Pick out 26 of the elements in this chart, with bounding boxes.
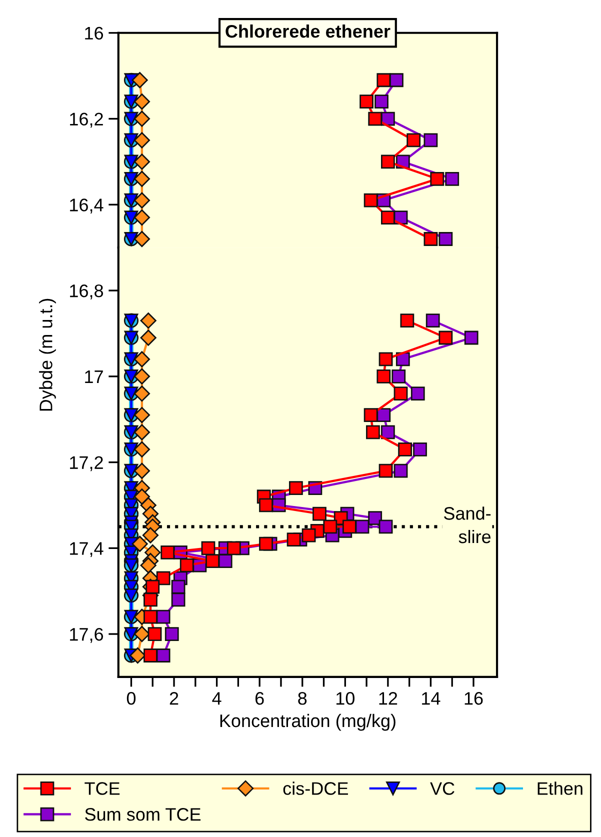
y-tick-label: 16,8: [70, 284, 104, 300]
legend-label: cis-DCE: [283, 782, 348, 795]
x-tick-label: 10: [336, 692, 354, 705]
y-axis-title: Dybde (m u.t.): [39, 298, 56, 411]
legend-label: VC: [430, 782, 454, 795]
legend-label: TCE: [84, 782, 120, 795]
legend-label: Ethen: [538, 782, 582, 795]
x-tick-label: 4: [212, 692, 222, 705]
y-tick-label: 17,6: [70, 628, 104, 643]
x-tick-label: 14: [422, 692, 440, 705]
x-tick-label: 2: [170, 692, 178, 705]
chart-title: Chlorerede ethener: [226, 24, 390, 38]
y-tick-label: 17,2: [70, 456, 103, 472]
x-axis-title: Koncentration (mg/kg): [220, 714, 396, 731]
ref-line-label: Sand- slire: [444, 506, 491, 544]
y-tick-label: 17,4: [70, 542, 104, 558]
x-tick-label: 0: [126, 692, 136, 705]
x-tick-label: 16: [464, 692, 483, 705]
x-tick-label: 12: [379, 692, 398, 705]
legend-label: Sum som TCE: [85, 808, 201, 821]
y-tick-label: 16,4: [70, 198, 104, 214]
y-tick-label: 16: [85, 26, 104, 40]
x-tick-label: 6: [255, 692, 264, 705]
y-tick-label: 16,2: [70, 112, 103, 128]
y-tick-label: 17: [85, 370, 103, 383]
x-tick-label: 8: [298, 692, 307, 705]
